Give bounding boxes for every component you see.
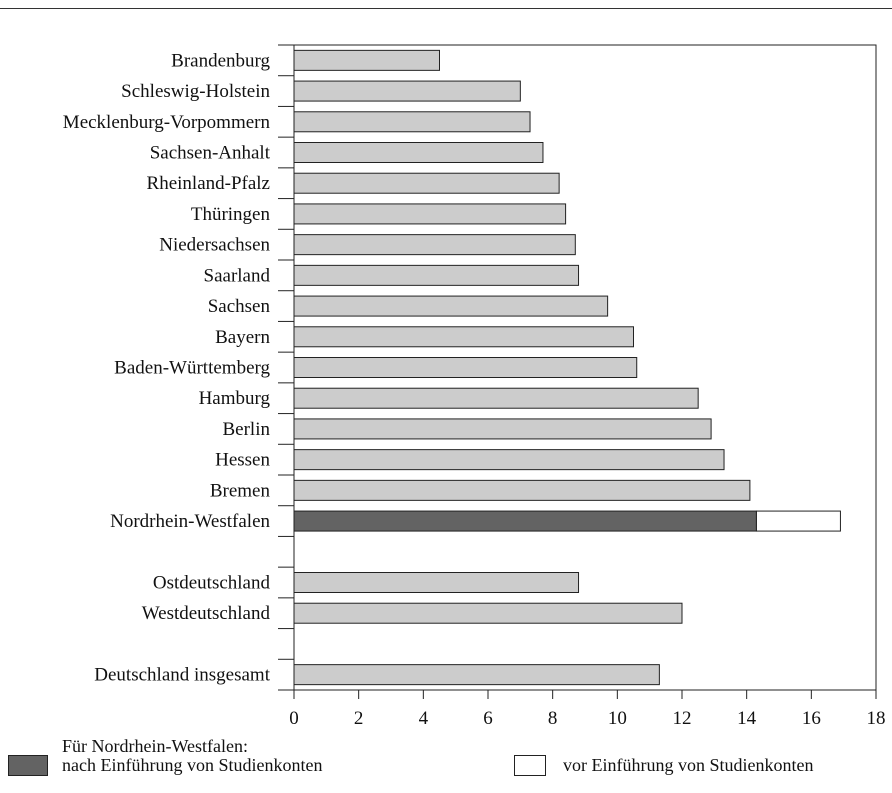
bar-ostdeutschland xyxy=(293,572,580,593)
bar-hamburg xyxy=(293,387,699,409)
bar-bayern xyxy=(293,326,634,348)
category-label-schleswig-holstein: Schleswig-Holstein xyxy=(121,81,270,102)
legend-heading: Für Nordrhein-Westfalen: xyxy=(62,736,248,756)
legend-label-before: vor Einführung von Studienkonten xyxy=(563,755,814,775)
x-tick-label-4: 4 xyxy=(419,708,429,729)
legend-swatch-before xyxy=(514,755,546,776)
x-tick-label-10: 10 xyxy=(608,708,627,729)
bar-rheinland-pfalz xyxy=(293,172,560,194)
legend-swatch-after xyxy=(8,755,48,776)
bar-bremen xyxy=(293,479,751,501)
bar-sachsen xyxy=(293,295,609,317)
category-label-thuringen: Thüringen xyxy=(191,204,271,225)
bar-westdeutschland xyxy=(293,602,683,624)
category-label-bremen: Bremen xyxy=(210,480,271,501)
category-label-saarland: Saarland xyxy=(204,265,271,286)
bar-baden-wurttemberg xyxy=(293,357,638,378)
x-tick-label-14: 14 xyxy=(737,708,757,729)
category-label-baden-wurttemberg: Baden-Württemberg xyxy=(114,358,270,379)
bar-saarland xyxy=(293,264,580,286)
bar-sachsen-anhalt xyxy=(293,142,544,163)
bar-niedersachsen xyxy=(293,234,576,256)
x-tick-label-12: 12 xyxy=(673,708,692,729)
bar-nordrhein-westfalen-nach-einfuehrung xyxy=(293,510,757,532)
legend-item-before: vor Einführung von Studienkonten xyxy=(514,755,813,776)
category-label-hessen: Hessen xyxy=(215,450,270,471)
category-label-sachsen: Sachsen xyxy=(208,296,271,317)
x-tick-label-2: 2 xyxy=(354,708,364,729)
category-label-nordrhein-westfalen: Nordrhein-Westfalen xyxy=(110,511,270,532)
bar-berlin xyxy=(293,418,712,440)
category-label-deutschland-insgesamt: Deutschland insgesamt xyxy=(94,665,270,686)
top-rule xyxy=(0,8,892,9)
category-label-westdeutschland: Westdeutschland xyxy=(142,603,271,624)
bar-mecklenburg-vorpommern xyxy=(293,111,531,133)
bar-deutschland-insgesamt xyxy=(293,664,660,686)
x-tick-label-16: 16 xyxy=(802,708,821,729)
x-tick-label-8: 8 xyxy=(548,708,558,729)
category-label-niedersachsen: Niedersachsen xyxy=(159,235,270,256)
category-label-brandenburg: Brandenburg xyxy=(171,50,270,71)
bar-schleswig-holstein xyxy=(293,80,521,102)
x-tick-label-6: 6 xyxy=(483,708,493,729)
legend-label-after: nach Einführung von Studienkonten xyxy=(62,755,323,775)
category-label-berlin: Berlin xyxy=(223,419,271,440)
category-label-mecklenburg-vorpommern: Mecklenburg-Vorpommern xyxy=(63,112,271,133)
category-label-sachsen-anhalt: Sachsen-Anhalt xyxy=(150,143,271,164)
bar-brandenburg xyxy=(293,49,440,71)
category-label-ostdeutschland: Ostdeutschland xyxy=(153,573,271,594)
legend-item-after: nach Einführung von Studienkonten xyxy=(8,755,322,776)
bar-chart: Brandenburg Schleswig-Holstein Mecklenburg… xyxy=(63,44,886,729)
category-label-hamburg: Hamburg xyxy=(199,388,271,409)
category-label-rheinland-pfalz: Rheinland-Pfalz xyxy=(147,173,270,194)
bar-thuringen xyxy=(293,203,567,225)
x-tick-label-18: 18 xyxy=(867,708,886,729)
category-label-bayern: Bayern xyxy=(215,327,270,348)
bar-nordrhein-westfalen-vor-einfuehrung xyxy=(755,510,841,532)
x-tick-label-0: 0 xyxy=(289,708,299,729)
bar-hessen xyxy=(293,449,725,471)
